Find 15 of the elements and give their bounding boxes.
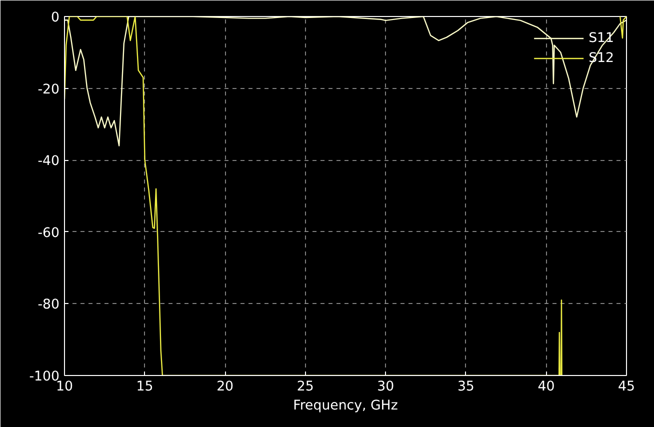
- x-tick-label: 35: [457, 380, 474, 394]
- x-tick-label: 30: [377, 380, 394, 394]
- x-tick-label: 15: [136, 380, 154, 394]
- y-tick-label: -20: [38, 82, 60, 98]
- y-tick-label: 0: [51, 10, 60, 26]
- x-axis-title: Frequency, GHz: [293, 398, 398, 414]
- y-tick-label: -80: [38, 298, 60, 313]
- x-tick-label: 45: [618, 380, 635, 394]
- x-tick-label: 40: [538, 380, 555, 394]
- y-tick-label: -60: [38, 226, 60, 241]
- x-tick-label: 25: [296, 380, 314, 394]
- x-tick-label: 10: [56, 380, 73, 394]
- x-tick-label: 20: [216, 380, 234, 394]
- line-series: [64, 16, 626, 146]
- y-tick-label: -40: [38, 154, 60, 170]
